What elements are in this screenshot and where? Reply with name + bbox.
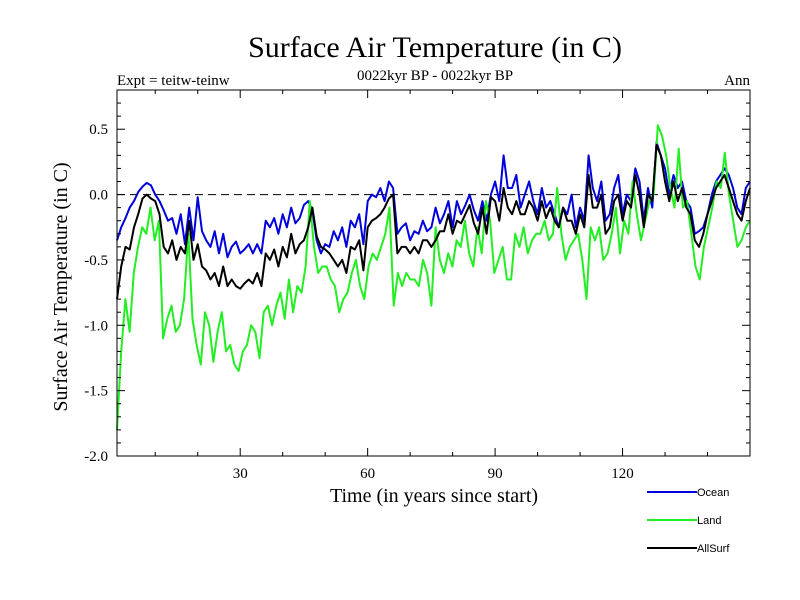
plot-area: 30 60 90 120 0.5 0.0 -0.5 -1.0 -1.5 -2.0 — [84, 89, 751, 482]
chart-title: Surface Air Temperature (in C) — [248, 31, 622, 64]
x-tick-label: 30 — [233, 466, 248, 482]
series-line-allsurf — [116, 143, 751, 300]
y-tick-label: -2.0 — [84, 449, 108, 465]
x-tick-label: 90 — [488, 466, 503, 482]
legend-label-land: Land — [697, 515, 721, 527]
series-group — [116, 124, 751, 430]
y-tick-label: -1.5 — [84, 384, 108, 400]
x-tick-label: 60 — [360, 466, 375, 482]
legend-label-ocean: Ocean — [697, 487, 729, 499]
y-tick-label: 0.5 — [89, 122, 108, 138]
x-axis-label: Time (in years since start) — [330, 485, 538, 507]
y-tick-label: -1.0 — [84, 318, 108, 334]
legend-label-allsurf: AllSurf — [697, 543, 730, 555]
x-ticks: 30 60 90 120 — [154, 90, 709, 482]
right-annotation: Ann — [724, 73, 750, 89]
y-axis-label: Surface Air Temperature (in C) — [50, 162, 72, 411]
left-annotation: Expt = teitw-teinw — [117, 73, 230, 89]
y-ticks: 0.5 0.0 -0.5 -1.0 -1.5 -2.0 — [84, 102, 750, 465]
y-tick-label: -0.5 — [84, 253, 108, 269]
chart-subtitle: 0022kyr BP - 0022kyr BP — [357, 68, 513, 84]
legend: Ocean Land AllSurf — [647, 487, 730, 555]
x-tick-label: 120 — [611, 466, 634, 482]
y-tick-label: 0.0 — [89, 188, 108, 204]
